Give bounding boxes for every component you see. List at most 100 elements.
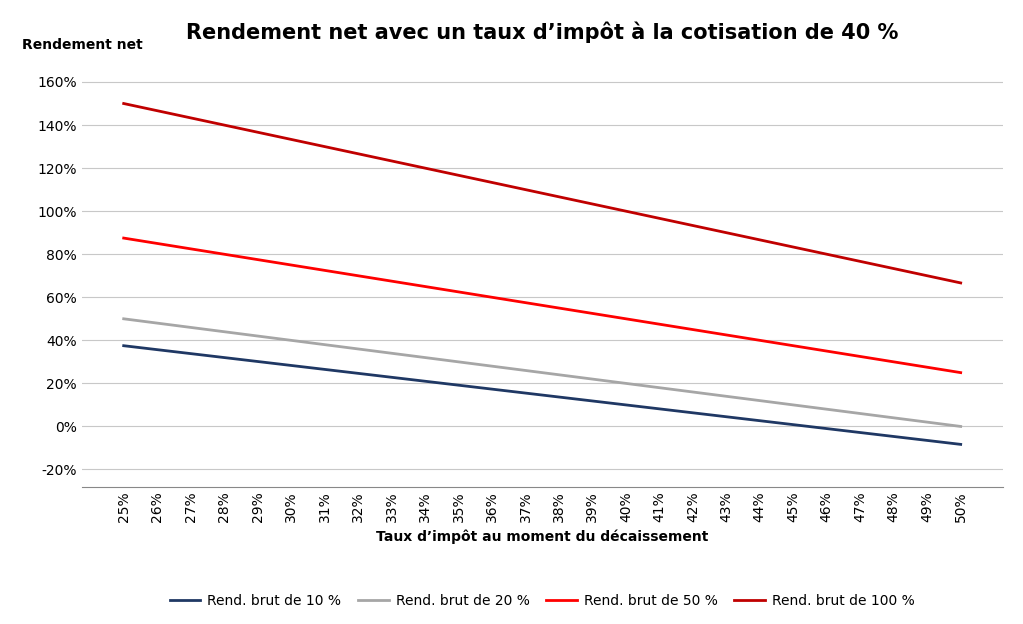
Rend. brut de 20 % xyxy=(787,401,799,409)
Rend. brut de 20 % xyxy=(921,419,933,426)
Rend. brut de 20 % xyxy=(686,388,699,396)
Rend. brut de 50 % xyxy=(954,369,967,376)
Rend. brut de 10 % xyxy=(552,393,565,401)
Rend. brut de 50 % xyxy=(252,256,264,263)
Rend. brut de 20 % xyxy=(720,392,732,400)
Rend. brut de 50 % xyxy=(720,331,732,339)
Rend. brut de 10 % xyxy=(352,369,364,377)
Rend. brut de 50 % xyxy=(452,288,464,296)
Rend. brut de 20 % xyxy=(520,367,532,374)
Rend. brut de 20 % xyxy=(118,315,130,323)
Rend. brut de 100 % xyxy=(486,178,498,186)
Rend. brut de 50 % xyxy=(552,305,565,312)
Rend. brut de 20 % xyxy=(285,336,298,344)
Rend. brut de 20 % xyxy=(620,379,632,387)
Rend. brut de 100 % xyxy=(318,143,330,150)
Rend. brut de 10 % xyxy=(486,386,498,393)
Rend. brut de 10 % xyxy=(418,378,431,385)
Rend. brut de 100 % xyxy=(754,236,766,243)
Rend. brut de 20 % xyxy=(452,358,464,366)
Rend. brut de 100 % xyxy=(586,200,598,208)
Rend. brut de 10 % xyxy=(118,342,130,349)
Rend. brut de 50 % xyxy=(686,326,699,333)
Rend. brut de 100 % xyxy=(218,121,230,129)
Line: Rend. brut de 20 %: Rend. brut de 20 % xyxy=(124,319,961,426)
Rend. brut de 50 % xyxy=(184,245,196,253)
Rend. brut de 10 % xyxy=(754,417,766,424)
Rend. brut de 20 % xyxy=(386,349,398,357)
Line: Rend. brut de 50 %: Rend. brut de 50 % xyxy=(124,238,961,373)
Line: Rend. brut de 10 %: Rend. brut de 10 % xyxy=(124,346,961,444)
Rend. brut de 100 % xyxy=(654,215,666,222)
Rend. brut de 50 % xyxy=(820,348,833,355)
Rend. brut de 100 % xyxy=(184,114,196,122)
Rend. brut de 20 % xyxy=(654,384,666,391)
Rend. brut de 100 % xyxy=(418,164,431,172)
Rend. brut de 10 % xyxy=(654,405,666,412)
Rend. brut de 100 % xyxy=(787,243,799,251)
Rend. brut de 100 % xyxy=(921,272,933,280)
Rend. brut de 50 % xyxy=(285,261,298,269)
Rend. brut de 50 % xyxy=(218,250,230,258)
Rend. brut de 50 % xyxy=(654,321,666,328)
Rend. brut de 100 % xyxy=(820,250,833,258)
Rend. brut de 20 % xyxy=(754,397,766,404)
Rend. brut de 50 % xyxy=(386,278,398,285)
Rend. brut de 50 % xyxy=(854,353,866,360)
Rend. brut de 50 % xyxy=(352,272,364,280)
Rend. brut de 50 % xyxy=(921,364,933,371)
Rend. brut de 20 % xyxy=(820,406,833,413)
Rend. brut de 20 % xyxy=(151,319,164,327)
X-axis label: Taux d’impôt au moment du décaissement: Taux d’impôt au moment du décaissement xyxy=(376,529,708,544)
Rend. brut de 10 % xyxy=(386,374,398,381)
Rend. brut de 100 % xyxy=(686,222,699,229)
Rend. brut de 10 % xyxy=(318,366,330,373)
Rend. brut de 10 % xyxy=(151,346,164,353)
Rend. brut de 10 % xyxy=(888,433,900,441)
Rend. brut de 50 % xyxy=(118,235,130,242)
Rend. brut de 100 % xyxy=(620,207,632,215)
Line: Rend. brut de 100 %: Rend. brut de 100 % xyxy=(124,104,961,283)
Rend. brut de 10 % xyxy=(854,429,866,436)
Text: Rendement net: Rendement net xyxy=(23,38,143,52)
Rend. brut de 50 % xyxy=(418,283,431,290)
Rend. brut de 50 % xyxy=(486,293,498,301)
Rend. brut de 20 % xyxy=(888,414,900,422)
Rend. brut de 10 % xyxy=(686,409,699,417)
Rend. brut de 100 % xyxy=(854,258,866,265)
Rend. brut de 100 % xyxy=(888,265,900,272)
Rend. brut de 50 % xyxy=(754,336,766,344)
Rend. brut de 100 % xyxy=(352,150,364,157)
Rend. brut de 10 % xyxy=(452,381,464,389)
Rend. brut de 100 % xyxy=(520,186,532,193)
Rend. brut de 10 % xyxy=(820,425,833,432)
Rend. brut de 20 % xyxy=(552,371,565,379)
Rend. brut de 10 % xyxy=(586,397,598,405)
Rend. brut de 10 % xyxy=(252,358,264,365)
Rend. brut de 50 % xyxy=(787,342,799,349)
Rend. brut de 100 % xyxy=(452,172,464,179)
Rend. brut de 50 % xyxy=(888,358,900,366)
Rend. brut de 20 % xyxy=(184,324,196,331)
Rend. brut de 100 % xyxy=(552,193,565,200)
Rend. brut de 100 % xyxy=(954,279,967,286)
Rend. brut de 50 % xyxy=(520,299,532,306)
Rend. brut de 100 % xyxy=(118,100,130,107)
Rend. brut de 20 % xyxy=(218,328,230,336)
Rend. brut de 50 % xyxy=(620,315,632,323)
Rend. brut de 20 % xyxy=(318,341,330,348)
Rend. brut de 20 % xyxy=(954,422,967,430)
Rend. brut de 20 % xyxy=(352,345,364,353)
Rend. brut de 100 % xyxy=(151,107,164,114)
Rend. brut de 20 % xyxy=(418,354,431,361)
Rend. brut de 10 % xyxy=(921,437,933,444)
Rend. brut de 10 % xyxy=(787,421,799,429)
Rend. brut de 100 % xyxy=(252,129,264,136)
Rend. brut de 20 % xyxy=(486,363,498,370)
Rend. brut de 10 % xyxy=(720,413,732,421)
Rend. brut de 20 % xyxy=(252,332,264,339)
Rend. brut de 100 % xyxy=(720,229,732,236)
Legend: Rend. brut de 10 %, Rend. brut de 20 %, Rend. brut de 50 %, Rend. brut de 100 %: Rend. brut de 10 %, Rend. brut de 20 %, … xyxy=(165,588,920,613)
Title: Rendement net avec un taux d’impôt à la cotisation de 40 %: Rendement net avec un taux d’impôt à la … xyxy=(186,22,898,44)
Rend. brut de 100 % xyxy=(285,135,298,143)
